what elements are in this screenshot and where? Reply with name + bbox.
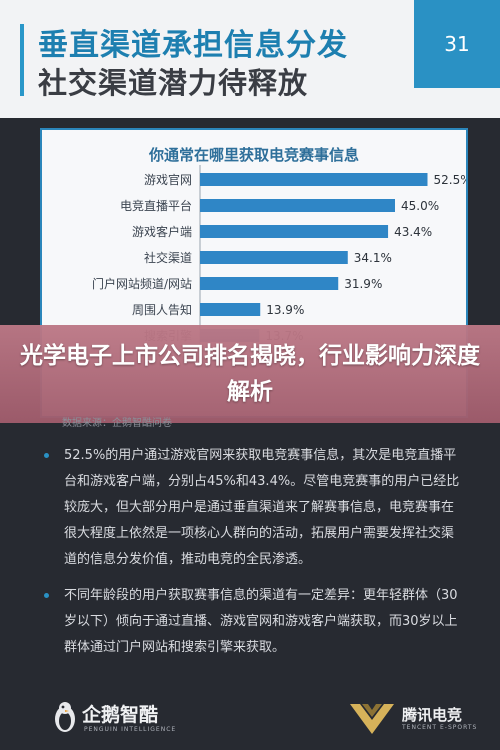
bullet-item: 不同年龄段的用户获取赛事信息的渠道有一定差异：更年轻群体（30岁以下）倾向于通过… (40, 583, 460, 661)
header-accent-bar (20, 24, 24, 96)
title-line-1: 垂直渠道承担信息分发 (38, 28, 348, 63)
category-label: 社交渠道 (144, 250, 192, 265)
category-label: 游戏官网 (144, 172, 192, 187)
left-brand-name: 企鹅智酷 (82, 704, 159, 726)
category-label: 门户网站频道/网站 (92, 276, 192, 291)
headline-text: 光学电子上市公司排名揭晓，行业影响力深度解析 (20, 343, 480, 405)
footer: 企鹅智酷 PENGUIN INTELLIGENCE 腾讯电竞 TENCENT E… (0, 690, 500, 750)
bar-value-label: 13.9% (266, 303, 304, 317)
bullet-dot-icon (44, 593, 49, 598)
bar (200, 173, 428, 186)
bullet-list: 52.5%的用户通过游戏官网来获取电竞赛事信息，其次是电竞直播平台和游戏客户端，… (40, 443, 460, 671)
bar-value-label: 31.9% (344, 277, 382, 291)
category-label: 游戏客户端 (132, 224, 192, 239)
category-label: 电竞直播平台 (120, 198, 192, 213)
bar (200, 251, 348, 264)
right-brand-sub: TENCENT E-SPORTS (402, 724, 478, 731)
bar (200, 225, 389, 238)
bullet-text: 52.5%的用户通过游戏官网来获取电竞赛事信息，其次是电竞直播平台和游戏客户端，… (64, 448, 460, 567)
bar (200, 277, 339, 290)
tencent-esports-logo: 腾讯电竞 TENCENT E-SPORTS (348, 698, 488, 740)
left-brand-sub: PENGUIN INTELLIGENCE (84, 726, 177, 733)
bar-value-label: 52.5% (434, 173, 467, 187)
category-label: 周围人告知 (132, 303, 192, 317)
bar (200, 303, 261, 316)
chart-title: 你通常在哪里获取电竞赛事信息 (148, 146, 359, 164)
bullet-item: 52.5%的用户通过游戏官网来获取电竞赛事信息，其次是电竞直播平台和游戏客户端，… (40, 443, 460, 573)
page-number: 31 (414, 0, 500, 88)
header: 垂直渠道承担信息分发 社交渠道潜力待释放 31 (0, 0, 500, 118)
title-line-2: 社交渠道潜力待释放 (38, 66, 309, 100)
source-note: 数据来源：企鹅智酷问卷 (62, 418, 172, 429)
bar-value-label: 34.1% (354, 251, 392, 265)
bar-value-label: 45.0% (401, 199, 439, 213)
bar-value-label: 43.4% (394, 225, 432, 239)
tencent-esports-icon (350, 704, 394, 734)
penguin-icon (55, 702, 75, 732)
right-brand-name: 腾讯电竞 (402, 706, 463, 724)
penguin-intelligence-logo: 企鹅智酷 PENGUIN INTELLIGENCE (52, 698, 192, 738)
headline-banner: 光学电子上市公司排名揭晓，行业影响力深度解析 (0, 325, 500, 423)
bullet-dot-icon (44, 453, 49, 458)
bullet-text: 不同年龄段的用户获取赛事信息的渠道有一定差异：更年轻群体（30岁以下）倾向于通过… (64, 588, 458, 655)
bar (200, 199, 395, 212)
